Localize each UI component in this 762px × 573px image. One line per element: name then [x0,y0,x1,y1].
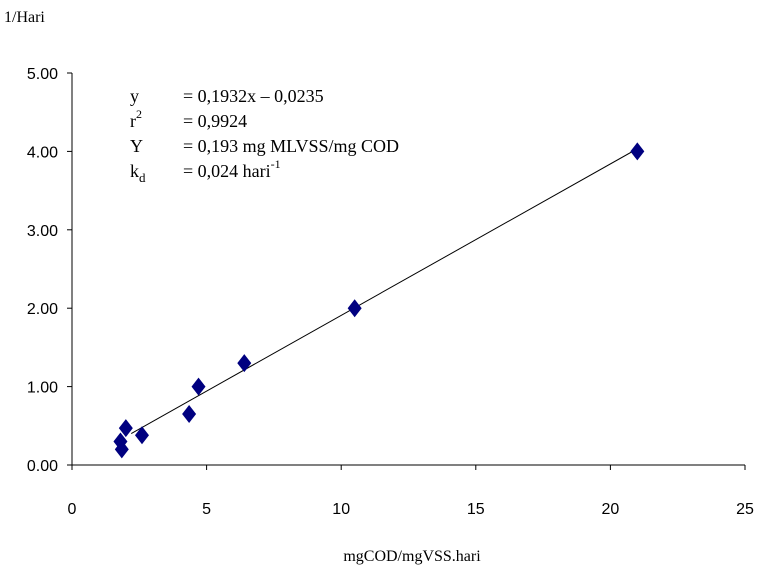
data-point [347,299,362,318]
annotation-value: = 0,1932x – 0,0235 [183,86,324,106]
x-axis-title: mgCOD/mgVSS.hari [343,548,481,565]
y-tick-label: 5.00 [27,66,58,83]
y-tick-label: 0.00 [27,458,58,475]
y-tick-label: 3.00 [27,223,58,240]
annotation-value: = 0,024 hari-1 [183,157,281,181]
x-tick-labels: 0 5 10 15 20 25 [68,501,754,518]
y-tick-label: 1.00 [27,380,58,397]
x-tick-label: 15 [467,501,485,518]
x-tick-label: 25 [736,501,754,518]
data-point [118,419,133,438]
annotation-value: = 0,193 mg MLVSS/mg COD [183,136,399,156]
y-tick-label: 4.00 [27,144,58,161]
y-tick-label: 2.00 [27,301,58,318]
regression-annotations: y = 0,1932x – 0,0235 r2 = 0,9924 Y = 0,193 mg… [130,86,399,185]
annotation-key: r2 [130,107,142,131]
annotation-key: kd [130,161,146,185]
annotation-key: y [130,86,139,106]
data-point [114,440,129,459]
axes [67,72,746,470]
trendline [130,148,638,434]
x-tick-label: 0 [68,501,77,518]
annotation-value: = 0,9924 [183,111,247,131]
x-tick-label: 10 [332,501,350,518]
data-point [237,354,252,373]
data-point [630,142,645,161]
data-point [191,377,206,396]
x-tick-label: 5 [202,501,211,518]
data-point [182,405,197,424]
y-tick-labels: 0.00 1.00 2.00 3.00 4.00 5.00 [27,66,58,475]
data-points [113,142,645,459]
data-point [134,426,149,445]
annotation-key: Y [130,136,143,156]
x-tick-label: 20 [602,501,620,518]
y-axis-title: 1/Hari [4,9,45,26]
